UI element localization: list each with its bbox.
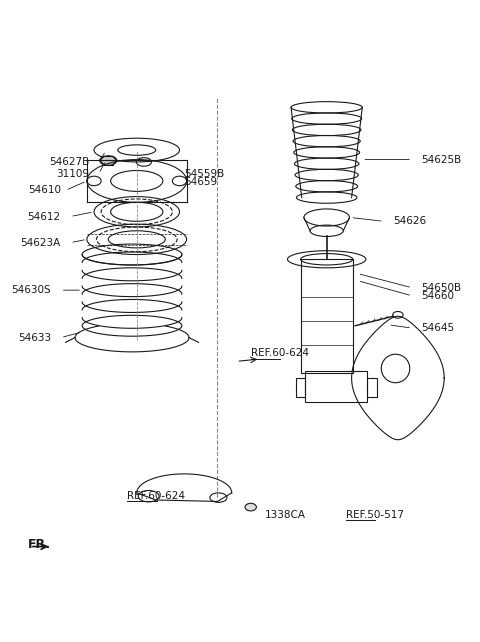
Text: 54650B: 54650B xyxy=(421,282,462,293)
Text: 54633: 54633 xyxy=(18,333,51,343)
Text: 54625B: 54625B xyxy=(421,155,462,164)
Text: 54660: 54660 xyxy=(421,291,455,301)
Ellipse shape xyxy=(245,503,256,511)
Text: REF.50-517: REF.50-517 xyxy=(346,510,404,520)
Text: 54659: 54659 xyxy=(184,177,217,187)
Ellipse shape xyxy=(100,156,117,165)
Bar xyxy=(367,378,376,397)
Text: REF.60-624: REF.60-624 xyxy=(251,349,309,358)
Text: REF.60-624: REF.60-624 xyxy=(127,490,185,501)
Text: 54630S: 54630S xyxy=(12,285,51,295)
Text: FR.: FR. xyxy=(27,537,51,551)
Bar xyxy=(305,371,367,402)
Bar xyxy=(300,259,353,373)
Text: 54610: 54610 xyxy=(28,186,61,195)
Text: 54559B: 54559B xyxy=(184,169,225,179)
Text: 54612: 54612 xyxy=(28,212,61,221)
Text: 54623A: 54623A xyxy=(21,238,61,248)
Text: 54645: 54645 xyxy=(421,323,455,333)
Text: 1338CA: 1338CA xyxy=(265,510,306,520)
Bar xyxy=(296,378,305,397)
Text: 31109: 31109 xyxy=(56,169,89,179)
Text: 54626: 54626 xyxy=(393,216,426,226)
Text: 54627B: 54627B xyxy=(49,157,89,167)
